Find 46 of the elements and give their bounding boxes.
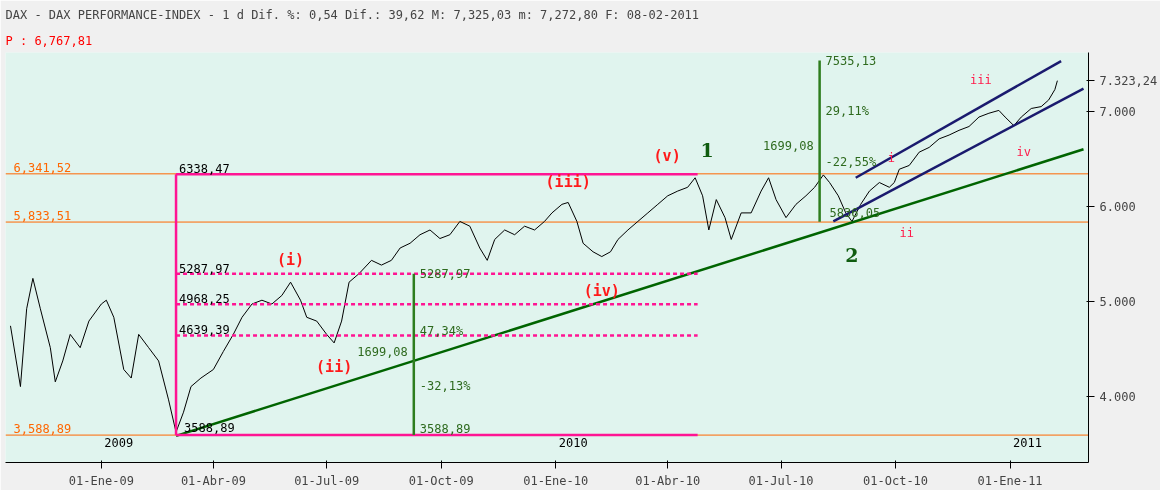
annotation: 29,11% (825, 104, 870, 119)
x-tick-label: 01-Abr-10 (635, 473, 701, 488)
annotation: 47,34% (419, 323, 464, 338)
x-tick-label: 01-Ene-10 (523, 473, 589, 488)
annotation: i (887, 150, 895, 165)
annotation: 1699,08 (763, 139, 814, 154)
annotation: 7535,13 (825, 54, 877, 69)
annotation: (i) (277, 251, 305, 270)
annotation: 3588,89 (419, 422, 471, 437)
annotation: (iii) (545, 173, 591, 192)
annotation: 4639,39 (179, 323, 230, 338)
x-tick-label: 01-Ene-09 (68, 473, 134, 488)
x-tick-label: 01-Jul-09 (294, 473, 360, 488)
annotation: ii (899, 226, 914, 241)
annotation: (v) (653, 146, 681, 165)
annotation: -22,55% (825, 155, 877, 170)
ref-line-label: 5,833,51 (13, 209, 72, 224)
annotation: iv (1016, 144, 1032, 159)
x-tick-label: 01-Ene-11 (977, 473, 1043, 488)
x-tick-label: 01-Oct-10 (863, 473, 929, 488)
chart-subtitle: P : 6,767,81 (5, 33, 93, 48)
annotation: 2011 (1013, 436, 1042, 451)
annotation: (iv) (583, 281, 620, 300)
chart-title: DAX - DAX PERFORMANCE-INDEX - 1 d Dif. %: 0,54 Dif.: 39,62 M: 7,325,03 m: 7,272,80 F: 08-02-2011 (5, 7, 700, 22)
annotation: iii (970, 73, 992, 88)
y-tick-label: 6.000 (1099, 199, 1136, 214)
annotation: 2010 (558, 436, 588, 451)
x-tick-label: 01-Oct-09 (408, 473, 474, 488)
ref-line-label: 3,588,89 (13, 422, 72, 437)
annotation: (ii) (316, 357, 353, 376)
annotation: 4968,25 (179, 292, 230, 307)
annotation: 6338,47 (179, 162, 230, 177)
x-tick-label: 01-Jul-10 (748, 473, 814, 488)
y-tick-label: 4.000 (1099, 389, 1136, 404)
x-tick-label: 01-Abr-09 (180, 473, 246, 488)
y-tick-label: 5.000 (1099, 294, 1136, 309)
annotation: -32,13% (419, 378, 472, 393)
annotation: 2009 (104, 436, 134, 451)
ref-line-label: 6,341,52 (13, 160, 72, 175)
annotation: 1 (700, 138, 714, 161)
y-tick-label: 7.323,24 (1099, 74, 1158, 89)
annotation: 2 (845, 244, 859, 267)
annotation: 5287,97 (419, 267, 471, 282)
y-tick-label: 7.000 (1099, 104, 1136, 119)
annotation: 5287,97 (179, 261, 230, 276)
annotation: 1699,08 (357, 344, 408, 359)
